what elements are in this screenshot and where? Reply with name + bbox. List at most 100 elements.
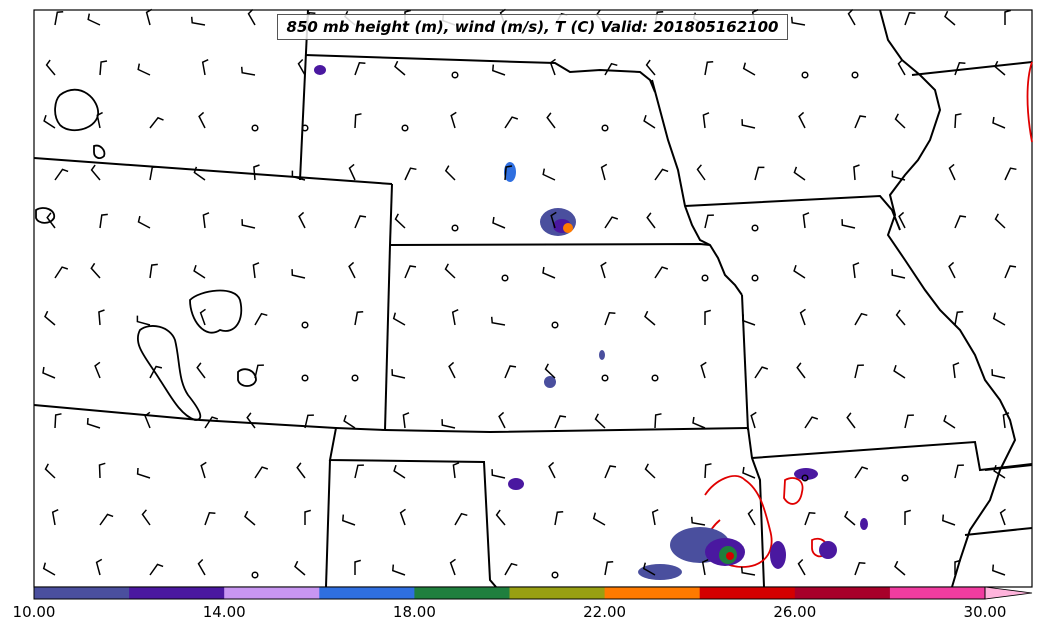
wind-barb-icon — [844, 510, 856, 526]
calm-wind-circle-icon — [551, 571, 559, 579]
wind-barb-icon — [198, 111, 206, 129]
precip-blob-ok-6 — [638, 564, 682, 580]
wind-barb-icon — [1004, 167, 1017, 181]
calm-wind-circle-icon — [501, 274, 509, 282]
calm-wind-circle-icon — [601, 374, 609, 382]
wind-barb-icon — [392, 564, 406, 576]
wind-barb-icon — [393, 464, 406, 479]
colorbar-segment — [889, 587, 986, 599]
wind-barb-icon — [549, 58, 556, 76]
wind-barb-icon — [854, 312, 868, 326]
calm-wind-circle-icon — [251, 124, 259, 132]
wind-barb-icon — [804, 512, 816, 526]
wind-barb-icon — [149, 365, 163, 379]
ok-panhandle-border — [328, 427, 497, 588]
wind-barb-icon — [644, 463, 656, 479]
wind-barb-icon — [853, 164, 860, 181]
wind-barb-icon — [692, 416, 706, 429]
wind-barb-icon — [404, 167, 417, 181]
wind-barb-icon — [253, 164, 260, 181]
wind-barb-icon — [747, 508, 756, 526]
wind-barb-icon — [448, 361, 456, 379]
wind-barb-icon — [554, 510, 564, 526]
calm-wind-circle-icon — [301, 124, 309, 132]
precip-shading — [314, 65, 868, 580]
wind-barb-icon — [891, 170, 906, 181]
calm-wind-circle-icon — [701, 274, 709, 282]
wind-barb-icon — [54, 168, 69, 181]
wind-barb-icon — [294, 560, 306, 576]
wind-barb-icon — [490, 316, 506, 326]
wind-barb-icon — [141, 509, 151, 526]
wind-barb-icon — [200, 461, 207, 479]
wind-barb-icon — [554, 415, 567, 429]
wind-barb-icon — [546, 112, 556, 129]
calm-wind-circle-icon — [901, 474, 909, 482]
wind-barb-icon — [504, 165, 513, 181]
calm-wind-circle-icon — [251, 571, 259, 579]
wind-barb-icon — [244, 510, 256, 526]
wind-barb-icon — [804, 416, 819, 429]
wind-barb-icon — [354, 62, 366, 76]
wind-barb-icon — [241, 219, 256, 229]
wind-barb-icon — [992, 116, 1006, 129]
calm-wind-circle-icon — [451, 224, 459, 232]
wind-barb-icon — [96, 111, 103, 129]
wind-barb-icon — [444, 165, 456, 181]
wind-barb-icon — [297, 58, 306, 76]
terrain-outline-3 — [137, 325, 202, 421]
wind-barb-icon — [144, 411, 151, 429]
wind-barb-icon — [704, 214, 714, 229]
wind-barb-icon — [542, 168, 556, 181]
colorbar-segment — [414, 587, 510, 599]
wind-barb-icon — [643, 114, 656, 129]
precip-blob-ks-2 — [599, 350, 605, 360]
terrain-outline-2 — [189, 289, 243, 334]
wind-barb-icon — [793, 264, 806, 279]
wind-barb-icon — [252, 262, 260, 279]
wind-barb-icon — [137, 215, 151, 229]
terrain-outline-4 — [237, 368, 257, 387]
colorbar — [33, 586, 1033, 600]
calm-wind-circle-icon — [601, 124, 609, 132]
wind-barb-icon — [544, 363, 556, 379]
tn-ky-border — [984, 464, 1033, 471]
colorbar-segment — [794, 587, 891, 599]
wind-barb-icon — [291, 269, 306, 279]
wind-barb-icon — [504, 365, 517, 379]
wind-barb-icon — [943, 414, 956, 429]
wind-barb-icon — [654, 413, 662, 429]
state-boundaries — [33, 9, 1033, 588]
calm-wind-circle-icon — [751, 224, 759, 232]
wind-barb-icon — [741, 119, 756, 129]
precip-blob-ks-1 — [544, 376, 556, 388]
wind-barb-icon — [852, 262, 860, 279]
wind-barb-icon — [793, 166, 806, 181]
colorbar-outline — [33, 586, 986, 600]
wind-barb-icon — [45, 59, 56, 76]
colorbar-segment — [699, 587, 796, 599]
co-ks-border — [384, 244, 391, 431]
wind-barb-icon — [994, 213, 1006, 229]
wind-barb-icon — [1004, 9, 1011, 25]
wind-barb-icon — [196, 362, 206, 379]
wind-barb-icon — [701, 559, 709, 576]
wind-barb-icon — [444, 263, 456, 279]
colorbar-segment — [34, 587, 130, 599]
wind-barb-icon — [392, 312, 406, 326]
wind-barb-icon — [90, 262, 101, 279]
wind-barb-icon — [46, 212, 56, 229]
precip-blob-sd-1 — [314, 65, 326, 75]
wind-barb-icon — [754, 166, 765, 181]
wind-barb-icon — [99, 213, 108, 229]
wind-barb-icon — [548, 461, 556, 479]
wind-barb-icon — [90, 164, 101, 181]
wind-barb-icon — [846, 412, 856, 429]
wind-barb-icon — [504, 116, 519, 129]
wind-barb-icon — [604, 216, 619, 229]
colorbar-tick-label: 14.00 — [202, 603, 246, 621]
wind-barb-icon — [354, 113, 362, 129]
calm-wind-circle-icon — [851, 71, 859, 79]
wind-barb-icon — [696, 164, 706, 181]
wind-barb-icon — [394, 213, 406, 229]
